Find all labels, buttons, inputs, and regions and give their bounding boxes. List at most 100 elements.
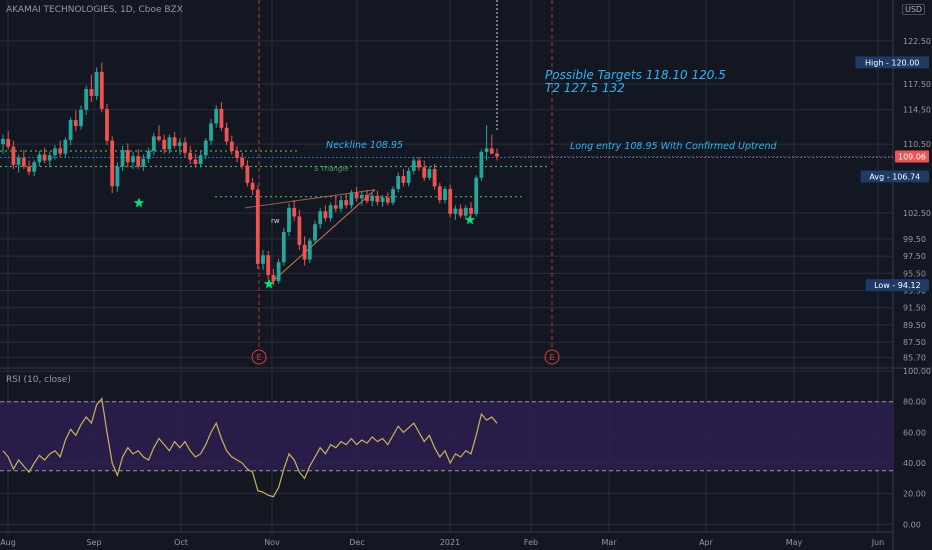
rsi-tick-label: 20.00	[903, 490, 926, 499]
candle-body	[297, 216, 302, 245]
time-tick-label: May	[786, 538, 803, 547]
candle-body	[214, 108, 219, 124]
candle-body	[307, 240, 312, 260]
candle-body	[276, 262, 281, 282]
candle-body	[281, 231, 286, 263]
time-tick-label: 2021	[440, 538, 460, 547]
candle-body	[177, 142, 182, 146]
rsi-tick-label: 60.00	[903, 428, 926, 437]
price-tick-label: 89.50	[903, 321, 926, 330]
time-tick-label: Mar	[601, 538, 617, 547]
candle-body	[370, 195, 375, 201]
price-label-text: High - 120.00	[865, 58, 919, 67]
candle-body	[58, 148, 63, 154]
candle-body	[495, 153, 499, 157]
candle-body	[203, 140, 208, 156]
rsi-tick-label: 0.00	[903, 520, 921, 529]
triangle-trendline	[271, 189, 376, 283]
candle-body	[32, 162, 37, 172]
price-tick-label: 114.50	[903, 106, 931, 115]
candle-body	[463, 207, 468, 216]
rsi-tick-label: 80.00	[903, 398, 926, 407]
price-label-text: Avg - 106.74	[869, 173, 920, 182]
candlestick-series	[1, 62, 499, 286]
candle-body	[131, 156, 135, 163]
candle-body	[422, 167, 427, 178]
currency-badge[interactable]: USD	[902, 4, 926, 15]
candle-body	[458, 208, 463, 216]
candle-body	[349, 192, 354, 206]
candle-body	[183, 142, 187, 153]
candle-body	[344, 200, 349, 206]
candle-body	[27, 166, 31, 172]
candle-body	[391, 188, 395, 203]
candle-body	[105, 108, 109, 141]
candle-body	[21, 157, 26, 167]
rsi-overbought-oversold-band	[0, 401, 893, 471]
candle-body	[146, 151, 151, 159]
candle-body	[110, 140, 115, 187]
price-tick-label: 117.50	[903, 80, 931, 89]
candle-body	[136, 156, 141, 167]
rsi-series	[0, 397, 893, 498]
candle-body	[313, 224, 317, 241]
candle-body	[115, 166, 120, 187]
price-tick-label: 122.50	[903, 37, 931, 46]
candle-body	[193, 159, 198, 164]
candle-body	[16, 157, 21, 165]
price-tick-label: 85.70	[903, 354, 926, 363]
candle-body	[37, 154, 42, 163]
candle-body	[323, 211, 328, 219]
triangle-annotation: S Triangle	[314, 165, 349, 173]
candle-body	[479, 151, 484, 178]
candle-body	[401, 176, 406, 183]
star-marker	[263, 278, 275, 289]
price-tick-label: 110.50	[903, 140, 931, 149]
candle-body	[209, 123, 213, 141]
candle-body	[385, 197, 390, 203]
candle-body	[271, 275, 276, 282]
price-label-text: 109.06	[898, 153, 926, 162]
candle-body	[219, 108, 224, 128]
candle-body	[125, 150, 130, 163]
candle-body	[151, 136, 156, 152]
candle-body	[411, 160, 416, 171]
price-label-box	[860, 170, 929, 183]
candle-body	[339, 200, 343, 209]
price-tick-label: 102.50	[903, 209, 931, 218]
candle-body	[375, 195, 380, 202]
candle-body	[224, 127, 229, 142]
candle-body	[53, 148, 57, 156]
symbol-header[interactable]: AKAMAI TECHNOLOGIES, 1D, Cboe BZX	[6, 5, 183, 15]
candle-body	[79, 109, 83, 127]
candle-body	[255, 189, 260, 264]
rsi-header[interactable]: RSI (10, close)	[6, 375, 71, 385]
price-label-box	[855, 56, 929, 69]
earnings-marker	[544, 349, 560, 365]
candle-body	[73, 120, 78, 127]
candle-body	[172, 137, 177, 146]
candle-body	[489, 148, 494, 154]
triangle-trendline	[244, 189, 376, 209]
candle-body	[99, 71, 104, 109]
candle-body	[354, 192, 359, 199]
candle-body	[42, 154, 47, 161]
candle-body	[266, 255, 271, 276]
candle-body	[188, 152, 193, 160]
long-entry-annotation: Long entry 108.95 With Confirmed Uptrend	[570, 141, 778, 152]
candle-body	[287, 207, 291, 232]
candle-body	[417, 160, 421, 168]
price-tick-label: 97.50	[903, 252, 926, 261]
candle-body	[453, 208, 458, 214]
earnings-marker-label: E	[549, 353, 554, 362]
time-tick-label: Dec	[349, 538, 364, 547]
candle-body	[84, 89, 89, 110]
candle-body	[469, 207, 473, 214]
candle-body	[141, 158, 146, 167]
star-marker	[133, 197, 145, 208]
candle-body	[448, 188, 453, 214]
candle-body	[443, 188, 447, 201]
time-tick-label: Aug	[0, 538, 16, 547]
